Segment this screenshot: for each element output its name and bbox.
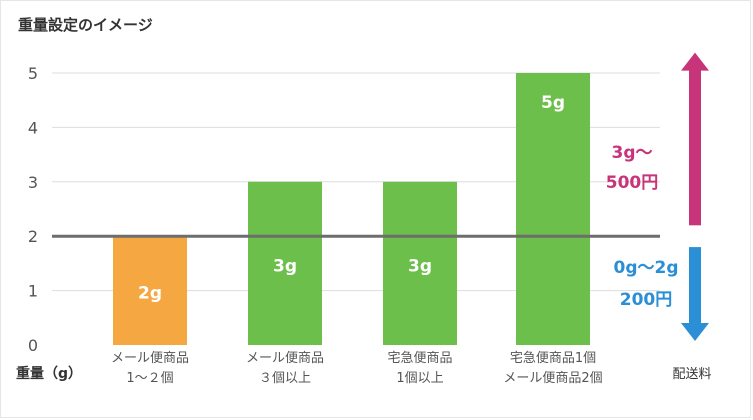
x-tick-label: 宅急便商品1個 [510, 351, 596, 366]
x-tick-label: 宅急便商品 [387, 351, 452, 366]
chart-title: 重量設定のイメージ [18, 16, 153, 34]
annotation-label: 3g〜 [612, 143, 653, 163]
annotation-arrow-shaft [689, 247, 701, 324]
bar-data-label: 3g [273, 256, 297, 276]
x-tick-label: メール便商品2個 [503, 371, 602, 386]
bar-data-label: 5g [541, 93, 565, 113]
bar [113, 236, 187, 345]
annotation-arrow-shaft [689, 69, 701, 226]
right-axis-label: 配送料 [672, 367, 711, 382]
x-axis-label: 重量（g） [16, 365, 82, 382]
y-tick-label: 2 [28, 227, 38, 246]
annotation-arrow-head [681, 323, 709, 341]
x-tick-label: 1〜２個 [126, 371, 173, 386]
x-tick-label: メール便商品 [246, 351, 324, 366]
y-tick-label: 1 [28, 282, 38, 301]
y-tick-label: 0 [28, 336, 38, 355]
bar [516, 73, 590, 345]
annotation-label: 0g〜2g [614, 258, 679, 278]
annotation-label: 500円 [606, 173, 659, 193]
x-tick-label: 1個以上 [396, 371, 443, 386]
bar [248, 181, 322, 345]
x-tick-label: ３個以上 [259, 371, 311, 386]
annotation-arrow-head [681, 52, 709, 71]
y-tick-label: 4 [28, 118, 38, 137]
bar-data-label: 2g [138, 284, 162, 304]
y-tick-label: 3 [28, 173, 38, 192]
y-tick-label: 5 [28, 64, 38, 83]
x-tick-label: メール便商品 [111, 351, 189, 366]
annotation-label: 200円 [620, 290, 673, 310]
bar [383, 181, 457, 345]
bar-data-label: 3g [408, 256, 432, 276]
